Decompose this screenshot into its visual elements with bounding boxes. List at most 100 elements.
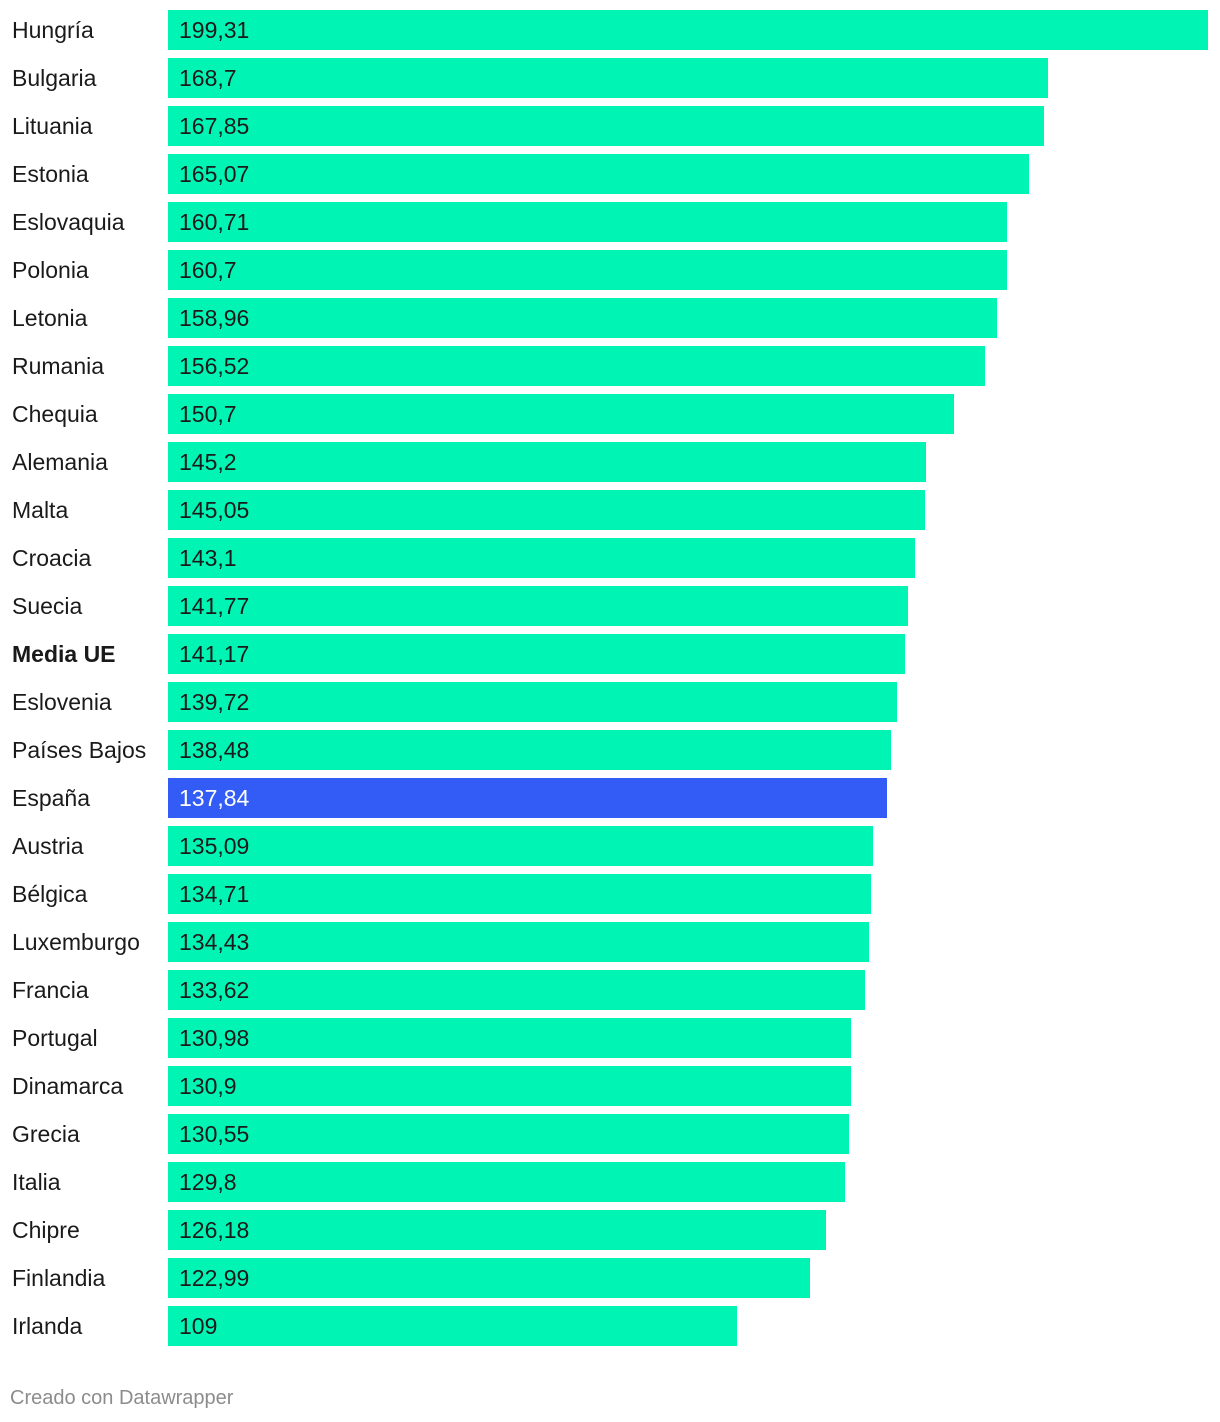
bar-row: Lituania 167,85 — [0, 106, 1220, 146]
bar — [168, 970, 865, 1010]
value-label: 167,85 — [179, 113, 250, 139]
bar — [168, 1210, 826, 1250]
bar — [168, 634, 905, 674]
value-label: 133,62 — [179, 977, 250, 1003]
category-label: Chequia — [12, 401, 98, 427]
bar-row: Austria 135,09 — [0, 826, 1220, 866]
value-label: 158,96 — [179, 305, 250, 331]
value-label: 145,05 — [179, 497, 250, 523]
category-label: Lituania — [12, 113, 93, 139]
bar — [168, 106, 1044, 146]
category-label: Dinamarca — [12, 1073, 124, 1099]
bar-row: Malta 145,05 — [0, 490, 1220, 530]
bar-row: Países Bajos 138,48 — [0, 730, 1220, 770]
category-label: Eslovenia — [12, 689, 112, 715]
bar — [168, 154, 1029, 194]
bar-row: Finlandia 122,99 — [0, 1258, 1220, 1298]
bar — [168, 1306, 737, 1346]
value-label: 126,18 — [179, 1217, 250, 1243]
bar-row: Chequia 150,7 — [0, 394, 1220, 434]
bar — [168, 346, 985, 386]
bar-row: Eslovaquia 160,71 — [0, 202, 1220, 242]
bar-row: Dinamarca 130,9 — [0, 1066, 1220, 1106]
category-label: Rumania — [12, 353, 105, 379]
bar-row: Polonia 160,7 — [0, 250, 1220, 290]
value-label: 109 — [179, 1313, 218, 1339]
bar — [168, 1018, 851, 1058]
value-label: 141,77 — [179, 593, 250, 619]
bar — [168, 778, 887, 818]
value-label: 141,17 — [179, 641, 250, 667]
category-label: Luxemburgo — [12, 929, 140, 955]
bar-row: Letonia 158,96 — [0, 298, 1220, 338]
category-label: Países Bajos — [12, 737, 147, 763]
value-label: 134,43 — [179, 929, 250, 955]
value-label: 150,7 — [179, 401, 237, 427]
bar-row: Irlanda 109 — [0, 1306, 1220, 1346]
bar-row: Italia 129,8 — [0, 1162, 1220, 1202]
bar-row: Estonia 165,07 — [0, 154, 1220, 194]
bar-row: España 137,84 — [0, 778, 1220, 818]
value-label: 165,07 — [179, 161, 250, 187]
category-label: Suecia — [12, 593, 83, 619]
category-label: Estonia — [12, 161, 89, 187]
bar — [168, 250, 1007, 290]
category-label: Alemania — [12, 449, 108, 475]
category-label: Bulgaria — [12, 65, 97, 91]
bar — [168, 538, 915, 578]
value-label: 160,7 — [179, 257, 237, 283]
bar-row: Hungría 199,31 — [0, 10, 1220, 50]
bar — [168, 586, 908, 626]
bar — [168, 442, 926, 482]
category-label: Irlanda — [12, 1313, 83, 1339]
bar — [168, 1114, 849, 1154]
bar — [168, 58, 1048, 98]
bar — [168, 682, 897, 722]
value-label: 130,98 — [179, 1025, 250, 1051]
category-label: Chipre — [12, 1217, 80, 1243]
value-label: 138,48 — [179, 737, 250, 763]
bar-row: Croacia 143,1 — [0, 538, 1220, 578]
category-label: España — [12, 785, 91, 811]
value-label: 160,71 — [179, 209, 250, 235]
category-label: Croacia — [12, 545, 92, 571]
bar — [168, 826, 873, 866]
category-label: Letonia — [12, 305, 88, 331]
category-label: Italia — [12, 1169, 61, 1195]
bar-row: Eslovenia 139,72 — [0, 682, 1220, 722]
category-label: Malta — [12, 497, 69, 523]
value-label: 135,09 — [179, 833, 250, 859]
bar — [168, 922, 869, 962]
bar — [168, 10, 1208, 50]
bar-row: Grecia 130,55 — [0, 1114, 1220, 1154]
category-label: Francia — [12, 977, 89, 1003]
bar — [168, 1162, 845, 1202]
category-label: Eslovaquia — [12, 209, 125, 235]
value-label: 129,8 — [179, 1169, 237, 1195]
bar — [168, 202, 1007, 242]
bar-row: Francia 133,62 — [0, 970, 1220, 1010]
value-label: 122,99 — [179, 1265, 250, 1291]
datawrapper-credit: Creado con Datawrapper — [10, 1387, 234, 1409]
bar-row: Alemania 145,2 — [0, 442, 1220, 482]
value-label: 130,9 — [179, 1073, 237, 1099]
value-label: 137,84 — [179, 785, 250, 811]
category-label: Austria — [12, 833, 84, 859]
value-label: 134,71 — [179, 881, 250, 907]
value-label: 156,52 — [179, 353, 250, 379]
bar — [168, 490, 925, 530]
bar-row: Luxemburgo 134,43 — [0, 922, 1220, 962]
category-label: Finlandia — [12, 1265, 106, 1291]
bar-row: Media UE 141,17 — [0, 634, 1220, 674]
value-label: 139,72 — [179, 689, 250, 715]
bar-row: Suecia 141,77 — [0, 586, 1220, 626]
bar — [168, 394, 954, 434]
bar-row: Bulgaria 168,7 — [0, 58, 1220, 98]
bar-row: Chipre 126,18 — [0, 1210, 1220, 1250]
bar — [168, 874, 871, 914]
category-label: Portugal — [12, 1025, 98, 1051]
bar-row: Bélgica 134,71 — [0, 874, 1220, 914]
value-label: 130,55 — [179, 1121, 250, 1147]
category-label: Polonia — [12, 257, 89, 283]
bar — [168, 1066, 851, 1106]
